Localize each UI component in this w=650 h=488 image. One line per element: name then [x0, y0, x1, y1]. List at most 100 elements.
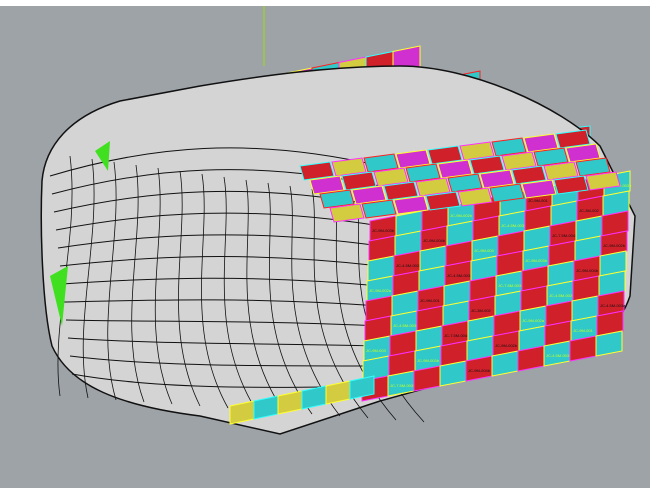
cladding-panels: JC-9M-003b JC-9M-002b JC-9M-001 JC-7.5M-003… [229, 129, 632, 425]
panel-label: JC-4.5M-003b [393, 323, 419, 328]
panel-label: JC-9M-001 [573, 328, 594, 333]
panel-label: JC-7.5M-004b [552, 233, 578, 238]
roof-panel [543, 161, 579, 181]
roof-panel [457, 187, 493, 207]
panel-label: JC-9M-004b [468, 368, 491, 373]
roof-panel [351, 185, 387, 205]
grid-line [82, 158, 95, 399]
roof-panel [299, 161, 335, 181]
panel-label: JC-3M-002 [579, 208, 600, 213]
roof-panel [341, 171, 377, 191]
roof-panel [575, 157, 611, 177]
roof-panel [415, 177, 451, 197]
roof-panel [361, 199, 397, 219]
grid-line [59, 256, 381, 267]
panel-label: JC-9M-003b [372, 228, 395, 233]
roof-panel [319, 189, 355, 209]
cladding-panel [439, 360, 467, 387]
roof-panel [395, 149, 431, 169]
panel-label: JC-9M-002b [603, 243, 626, 248]
panel-label: JC-9M-002a [522, 318, 545, 323]
cladding-panel [596, 310, 624, 337]
grid-line [49, 147, 381, 177]
grid-line [289, 185, 341, 417]
cladding-panel [569, 335, 597, 362]
roof-panel [553, 175, 589, 195]
cladding-panel [517, 345, 545, 372]
cladding-panel [602, 190, 630, 217]
cladding-panel [413, 365, 441, 392]
roof-panel [363, 153, 399, 173]
grid-line [55, 212, 381, 231]
cladding-panel [599, 250, 627, 277]
grid-line [245, 179, 285, 413]
cladding-panel [597, 290, 625, 317]
panel-label: JC-4.5M-002b [396, 263, 422, 268]
roof-panel [447, 173, 483, 193]
panel-label: JC-7.5M-003b [498, 283, 524, 288]
panel-label: JC-3M-002 [471, 308, 492, 313]
shell-grid-lines [49, 147, 425, 423]
grid-line [223, 176, 257, 411]
roof-panel [469, 155, 505, 175]
roof-panel [489, 183, 525, 203]
cladding-panel [595, 330, 623, 357]
grid-line [154, 167, 173, 405]
panel-label: JC-4.5M-003b [546, 353, 572, 358]
panel-label: JC-4.5M-003a [600, 303, 626, 308]
roof-panel [555, 129, 591, 149]
model-render: JC-9M-003b JC-9M-002b JC-9M-001 JC-7.5M-003… [40, 6, 636, 435]
panel-label: JC-9M-003b [525, 258, 548, 263]
grid-line [57, 234, 381, 249]
grid-line [63, 299, 381, 307]
green-edge-left [50, 141, 110, 326]
roof-panel [331, 157, 367, 177]
panel-label: JC-9M-004b [423, 238, 446, 243]
3d-viewport[interactable]: JC-9M-003b JC-9M-002b JC-9M-001 JC-7.5M-003… [0, 6, 650, 488]
panel-label: JC-9M-003 [474, 248, 495, 253]
roof-panel [329, 203, 365, 223]
panel-label: JC-9M-002a [369, 288, 392, 293]
grid-line [267, 182, 313, 415]
roof-panel [533, 147, 569, 167]
roof-panel [501, 151, 537, 171]
panel-label: JC-9M-003 [366, 348, 387, 353]
cladding-panel [491, 350, 519, 377]
grid-line [61, 277, 381, 287]
panel-label: JC-7.5M-004b [444, 333, 470, 338]
panel-label: JC-4.5M-003a [447, 273, 473, 278]
panel-label: JC-9M-002b [450, 213, 473, 218]
roof-panel [393, 195, 429, 215]
roof-panel [427, 145, 463, 165]
roof-panel [405, 163, 441, 183]
grid-line [69, 355, 381, 367]
roof-panel [511, 165, 547, 185]
panel-label: JC-4.5M-002b [549, 293, 575, 298]
grid-line [107, 161, 117, 401]
roof-panel [437, 159, 473, 179]
panel-label: JC-7.5M-003b [390, 383, 416, 388]
roof-panel [523, 133, 559, 153]
roof-panel [479, 169, 515, 189]
grid-line [67, 337, 381, 347]
panel-label: JC-9M-004b [576, 268, 599, 273]
roof-panel [585, 171, 621, 191]
panel-label: JC-9M-001 [528, 198, 549, 203]
panel-label: JC-9M-002b [495, 343, 518, 348]
grid-line [65, 319, 381, 327]
roof-panel [425, 191, 461, 211]
roof-panel [565, 143, 601, 163]
roof-panel [309, 175, 345, 195]
roof-panel [373, 167, 409, 187]
grid-line [201, 173, 229, 409]
grid-line [178, 170, 201, 407]
roof-panel [459, 141, 495, 161]
cladding-panel [598, 270, 626, 297]
cladding-panel [601, 210, 629, 237]
panel-label: JC-9M-003b [417, 358, 440, 363]
grid-line [131, 164, 145, 403]
panel-label: JC-9M-001 [420, 298, 441, 303]
roof-panel [521, 179, 557, 199]
roof-panel [491, 137, 527, 157]
panel-label: JC-4.5M-003b [501, 223, 527, 228]
